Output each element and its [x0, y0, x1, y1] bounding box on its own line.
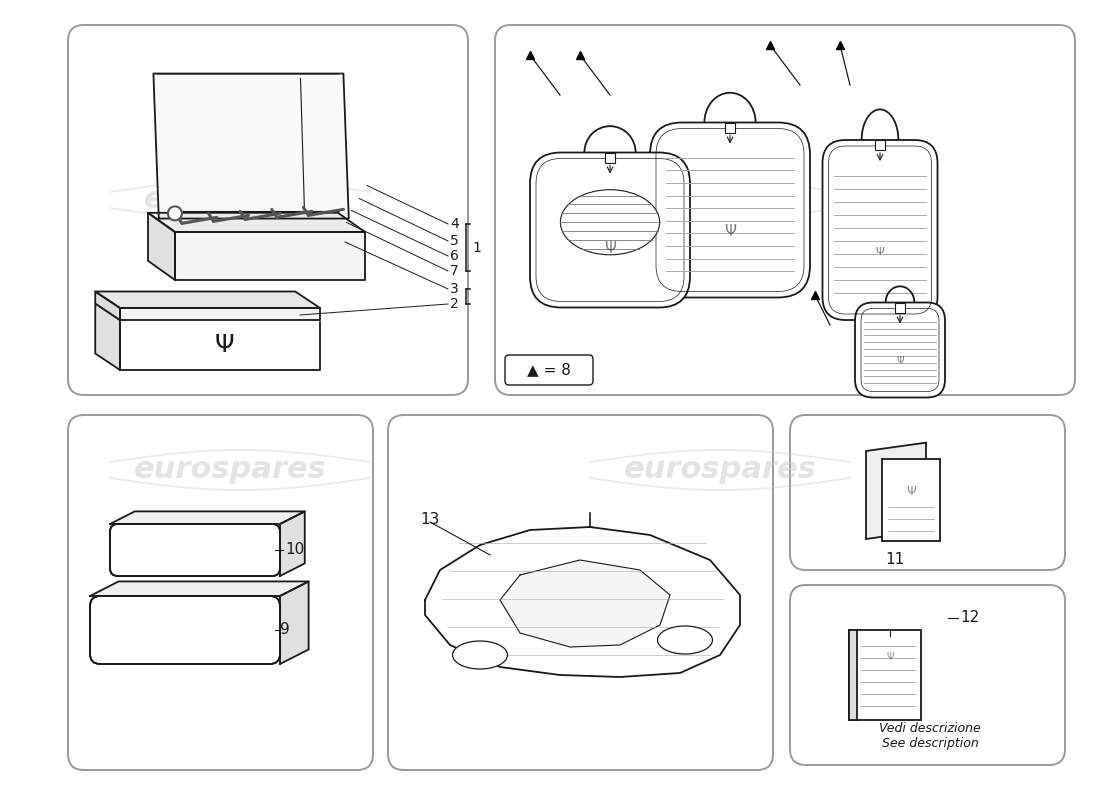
Text: Ψ: Ψ	[214, 333, 234, 357]
FancyBboxPatch shape	[823, 140, 937, 320]
Polygon shape	[148, 213, 175, 280]
Text: 5: 5	[450, 234, 459, 248]
Polygon shape	[96, 303, 120, 370]
Polygon shape	[280, 582, 309, 664]
FancyBboxPatch shape	[505, 355, 593, 385]
FancyBboxPatch shape	[68, 25, 468, 395]
Polygon shape	[110, 511, 305, 524]
FancyBboxPatch shape	[110, 524, 280, 576]
Ellipse shape	[560, 190, 660, 254]
Text: Ψ: Ψ	[896, 357, 904, 366]
FancyBboxPatch shape	[650, 122, 810, 298]
Polygon shape	[866, 442, 926, 539]
FancyBboxPatch shape	[855, 302, 945, 398]
Text: eurospares: eurospares	[614, 186, 806, 214]
Text: eurospares: eurospares	[144, 186, 337, 214]
FancyBboxPatch shape	[388, 415, 773, 770]
Bar	[895, 302, 905, 313]
Text: Ψ: Ψ	[876, 246, 884, 257]
Text: 6: 6	[450, 249, 459, 263]
FancyBboxPatch shape	[530, 153, 690, 307]
Bar	[882, 459, 940, 541]
Circle shape	[168, 206, 182, 220]
Polygon shape	[96, 291, 120, 320]
FancyBboxPatch shape	[68, 415, 373, 770]
Text: 10: 10	[285, 542, 305, 558]
Text: 1: 1	[472, 241, 481, 254]
Polygon shape	[120, 320, 320, 370]
Text: Ψ: Ψ	[906, 486, 916, 498]
Polygon shape	[96, 303, 320, 320]
Polygon shape	[425, 527, 740, 677]
FancyBboxPatch shape	[90, 596, 280, 664]
Text: 9: 9	[280, 622, 289, 638]
Ellipse shape	[658, 626, 713, 654]
Text: 2: 2	[450, 297, 459, 311]
Text: Vedi descrizione: Vedi descrizione	[879, 722, 981, 734]
Text: 7: 7	[450, 264, 459, 278]
Polygon shape	[280, 511, 305, 576]
Bar	[605, 153, 615, 162]
Text: See description: See description	[881, 738, 978, 750]
Text: 4: 4	[450, 217, 459, 231]
Text: 13: 13	[420, 513, 439, 527]
Bar	[849, 630, 857, 720]
FancyBboxPatch shape	[790, 585, 1065, 765]
FancyBboxPatch shape	[495, 25, 1075, 395]
Text: 11: 11	[886, 553, 904, 567]
Text: ▲ = 8: ▲ = 8	[527, 362, 571, 378]
Bar	[725, 122, 735, 133]
Polygon shape	[96, 291, 320, 308]
Polygon shape	[90, 582, 309, 596]
Polygon shape	[500, 560, 670, 647]
Polygon shape	[148, 213, 365, 232]
Text: 12: 12	[960, 610, 979, 626]
Text: 3: 3	[450, 282, 459, 296]
Polygon shape	[175, 232, 365, 280]
Polygon shape	[120, 308, 320, 320]
Polygon shape	[153, 74, 349, 218]
Ellipse shape	[452, 641, 507, 669]
Bar	[874, 140, 886, 150]
FancyBboxPatch shape	[790, 415, 1065, 570]
Bar	[849, 630, 921, 720]
Text: eurospares: eurospares	[133, 455, 327, 485]
Text: Ψ: Ψ	[724, 223, 736, 238]
Text: Ψ: Ψ	[887, 652, 894, 662]
Text: Ψ: Ψ	[604, 241, 616, 256]
Text: eurospares: eurospares	[624, 455, 816, 485]
